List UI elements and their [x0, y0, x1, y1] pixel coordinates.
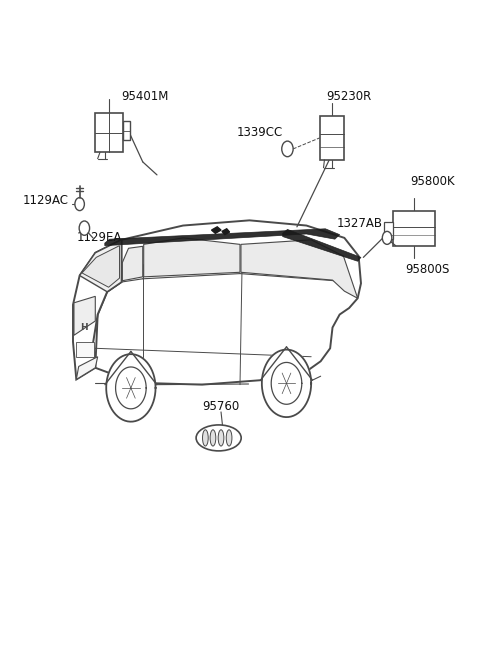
Polygon shape	[212, 227, 221, 233]
Ellipse shape	[226, 430, 232, 446]
Bar	[320, 116, 344, 160]
Polygon shape	[80, 240, 121, 291]
Text: 1327AB: 1327AB	[336, 217, 383, 230]
Text: H: H	[81, 323, 88, 332]
Ellipse shape	[218, 430, 224, 446]
Ellipse shape	[210, 430, 216, 446]
Text: 1129EA: 1129EA	[76, 231, 122, 244]
Polygon shape	[82, 246, 120, 288]
Bar	[393, 211, 434, 246]
Polygon shape	[262, 350, 311, 417]
Polygon shape	[105, 229, 340, 246]
Circle shape	[282, 141, 293, 157]
Polygon shape	[283, 229, 361, 261]
Ellipse shape	[196, 425, 241, 451]
Bar	[96, 113, 123, 152]
Polygon shape	[222, 229, 229, 234]
Polygon shape	[257, 383, 316, 425]
Bar	[384, 222, 393, 238]
Polygon shape	[101, 388, 160, 425]
Text: 95401M: 95401M	[121, 90, 169, 103]
Text: 95800K: 95800K	[410, 175, 455, 188]
Polygon shape	[74, 296, 96, 335]
Polygon shape	[144, 238, 240, 277]
Polygon shape	[96, 220, 361, 384]
Circle shape	[383, 231, 392, 244]
Ellipse shape	[203, 430, 208, 446]
Polygon shape	[76, 357, 97, 379]
Circle shape	[79, 221, 90, 235]
Polygon shape	[106, 354, 156, 422]
Text: 1339CC: 1339CC	[237, 126, 283, 139]
Polygon shape	[73, 240, 121, 379]
Text: 95800S: 95800S	[405, 263, 450, 276]
Bar	[123, 121, 130, 140]
Text: 95230R: 95230R	[326, 90, 372, 103]
Polygon shape	[122, 246, 143, 281]
Circle shape	[75, 198, 84, 211]
Text: 1129AC: 1129AC	[22, 195, 68, 208]
Text: 95760: 95760	[203, 400, 240, 413]
Bar	[76, 343, 95, 357]
Polygon shape	[241, 240, 358, 298]
